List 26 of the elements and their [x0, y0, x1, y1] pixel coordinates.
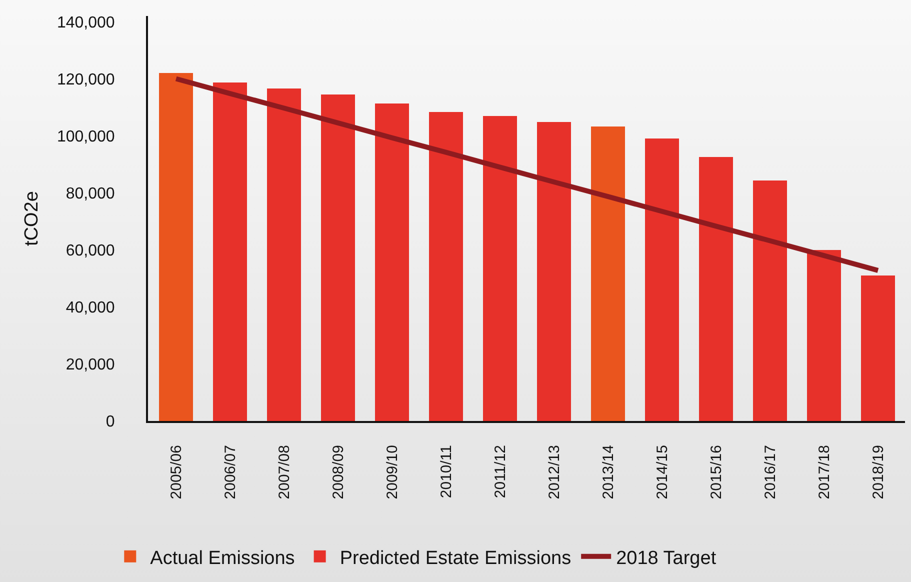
x-tick-label: 2005/06 [168, 445, 185, 500]
y-tick-label: 60,000 [66, 242, 115, 260]
x-tick-label: 2006/07 [222, 445, 239, 500]
y-tick-label: 100,000 [56, 128, 115, 146]
x-tick-label: 2012/13 [546, 445, 563, 500]
y-tick-label: 120,000 [56, 71, 115, 88]
x-tick-label: 2016/17 [762, 445, 779, 500]
y-tick-label: 140,000 [56, 14, 115, 32]
x-tick-label: 2011/12 [492, 445, 509, 498]
y-tick-label: 40,000 [66, 300, 115, 317]
legend-label: Actual Emissions [150, 548, 295, 569]
y-tick-label: 0 [106, 414, 115, 431]
y-axis-title: tCO2e [21, 191, 42, 246]
x-tick-label: 2017/18 [816, 445, 833, 500]
y-tick-label: 80,000 [66, 185, 115, 202]
legend-label: Predicted Estate Emissions [340, 548, 572, 569]
x-tick-label: 2010/11 [438, 445, 455, 498]
x-tick-label: 2014/15 [654, 445, 671, 500]
x-tick-label: 2009/10 [384, 445, 401, 500]
y-tick-label: 20,000 [66, 356, 115, 374]
x-tick-label: 2015/16 [708, 445, 725, 500]
x-tick-label: 2013/14 [600, 445, 617, 500]
x-tick-label: 2008/09 [330, 445, 347, 500]
x-tick-label: 2018/19 [870, 445, 887, 500]
legend-label: 2018 Target [616, 548, 717, 569]
x-tick-label: 2007/08 [276, 445, 293, 500]
